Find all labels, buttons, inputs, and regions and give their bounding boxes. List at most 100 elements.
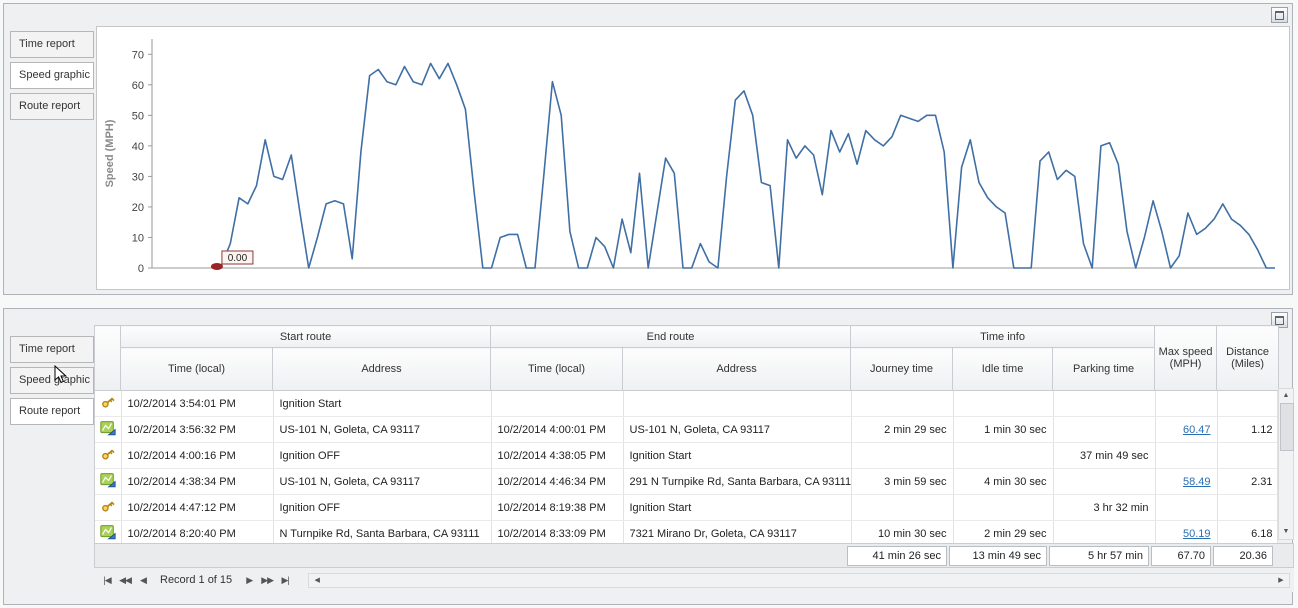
- max-speed-cell[interactable]: 50.19: [1155, 520, 1218, 543]
- grid-rows-viewport: 10/2/2014 3:54:01 PM Ignition Start 10/2/2…: [94, 391, 1278, 543]
- max-speed-link[interactable]: 60.47: [1182, 423, 1211, 436]
- scroll-left-icon[interactable]: ◀: [314, 577, 320, 584]
- end-time-cell: [491, 391, 624, 417]
- svg-text:50: 50: [132, 110, 144, 122]
- col-header-max-speed[interactable]: Max speed (MPH): [1154, 325, 1218, 391]
- end-address-cell: 291 N Turnpike Rd, Santa Barbara, CA 931…: [623, 468, 852, 495]
- col-header-distance[interactable]: Distance (Miles): [1216, 325, 1280, 391]
- distance-cell: 6.18: [1217, 520, 1277, 543]
- svg-text:0: 0: [138, 263, 144, 275]
- end-address-cell: [623, 391, 852, 417]
- table-row[interactable]: 10/2/2014 4:38:34 PM US-101 N, Goleta, CA…: [95, 468, 1277, 495]
- col-header-parking-time[interactable]: Parking time: [1052, 347, 1156, 391]
- grid-header: Start route End route Time info Max spee…: [94, 325, 1280, 391]
- group-header-time-info[interactable]: Time info: [850, 325, 1156, 348]
- start-time-cell: 10/2/2014 4:47:12 PM: [121, 494, 274, 521]
- parking-time-cell: [1053, 391, 1156, 417]
- svg-text:70: 70: [132, 49, 144, 61]
- vertical-scrollbar-thumb[interactable]: [1280, 403, 1294, 451]
- max-speed-cell[interactable]: 60.47: [1155, 416, 1218, 443]
- col-header-end-time[interactable]: Time (local): [490, 347, 624, 391]
- route-icon: [100, 421, 116, 436]
- start-address-cell: Ignition Start: [273, 391, 492, 417]
- tab-route-report[interactable]: Route report: [10, 398, 94, 425]
- table-row[interactable]: 10/2/2014 4:47:12 PM Ignition OFF 10/2/201…: [95, 494, 1277, 521]
- table-row[interactable]: 10/2/2014 8:20:40 PM N Turnpike Rd, Santa…: [95, 520, 1277, 543]
- end-address-cell: 7321 Mirano Dr, Goleta, CA 93117: [623, 520, 852, 543]
- maximize-button[interactable]: [1271, 312, 1288, 328]
- col-header-end-address[interactable]: Address: [622, 347, 852, 391]
- tab-speed-graphic[interactable]: Speed graphic: [10, 62, 94, 89]
- end-address-cell: US-101 N, Goleta, CA 93117: [623, 416, 852, 443]
- next-page-button[interactable]: ▶▶: [261, 575, 274, 585]
- max-speed-cell: [1155, 391, 1218, 417]
- route-icon-cell: [95, 468, 122, 495]
- row-icon-column-header: [94, 325, 121, 391]
- vertical-scrollbar[interactable]: ▲ ▼: [1278, 388, 1294, 540]
- group-header-end-route[interactable]: End route: [490, 325, 852, 348]
- table-row[interactable]: 10/2/2014 4:00:16 PM Ignition OFF 10/2/201…: [95, 442, 1277, 469]
- idle-time-cell: 1 min 30 sec: [953, 416, 1054, 443]
- maximize-icon: [1275, 315, 1284, 325]
- start-address-cell: US-101 N, Goleta, CA 93117: [273, 468, 492, 495]
- col-header-idle-time[interactable]: Idle time: [952, 347, 1054, 391]
- parking-time-cell: 3 hr 32 min: [1053, 494, 1156, 521]
- svg-text:40: 40: [132, 141, 144, 153]
- summary-journey-time: 41 min 26 sec: [847, 545, 947, 566]
- tab-time-report[interactable]: Time report: [10, 336, 94, 363]
- start-address-cell: Ignition OFF: [273, 442, 492, 469]
- grid-rows: 10/2/2014 3:54:01 PM Ignition Start 10/2/2…: [95, 391, 1277, 543]
- scroll-down-icon[interactable]: ▼: [1282, 528, 1290, 535]
- last-record-button[interactable]: ▶|: [281, 575, 290, 585]
- route-icon: [100, 525, 116, 540]
- speed-graphic-panel: Time report Speed graphic Route report 0…: [3, 3, 1293, 295]
- end-time-cell: 10/2/2014 8:33:09 PM: [491, 520, 624, 543]
- max-speed-cell: [1155, 494, 1218, 521]
- record-counter: Record 1 of 15: [160, 574, 233, 586]
- scroll-up-icon[interactable]: ▲: [1282, 392, 1290, 399]
- journey-time-cell: 10 min 30 sec: [851, 520, 954, 543]
- tab-route-report[interactable]: Route report: [10, 93, 94, 120]
- start-time-cell: 10/2/2014 8:20:40 PM: [121, 520, 274, 543]
- journey-time-cell: [851, 391, 954, 417]
- record-navigator: |◀ ◀◀ ◀ Record 1 of 15 ▶ ▶▶ ▶| ◀ ▶: [94, 568, 1294, 592]
- col-header-start-time[interactable]: Time (local): [120, 347, 273, 391]
- table-row[interactable]: 10/2/2014 3:54:01 PM Ignition Start: [95, 391, 1277, 417]
- table-row[interactable]: 10/2/2014 3:56:32 PM US-101 N, Goleta, CA…: [95, 416, 1277, 443]
- prev-record-button[interactable]: ◀: [140, 575, 147, 585]
- svg-text:0.00: 0.00: [228, 253, 248, 264]
- maximize-button[interactable]: [1271, 7, 1288, 23]
- maximize-icon: [1275, 10, 1284, 20]
- max-speed-link[interactable]: 58.49: [1182, 475, 1211, 488]
- summary-idle-time: 13 min 49 sec: [949, 545, 1047, 566]
- tab-time-report[interactable]: Time report: [10, 31, 94, 58]
- idle-time-cell: [953, 494, 1054, 521]
- key-icon-cell: [95, 442, 122, 469]
- group-header-start-route[interactable]: Start route: [119, 325, 492, 348]
- first-record-button[interactable]: |◀: [103, 575, 111, 585]
- summary-parking-time: 5 hr 57 min: [1049, 545, 1149, 566]
- journey-time-cell: 3 min 59 sec: [851, 468, 954, 495]
- max-speed-link[interactable]: 50.19: [1182, 527, 1211, 540]
- end-time-cell: 10/2/2014 4:46:34 PM: [491, 468, 624, 495]
- tab-speed-graphic[interactable]: Speed graphic: [10, 367, 94, 394]
- horizontal-scrollbar[interactable]: ◀ ▶: [308, 572, 1290, 588]
- idle-time-cell: 4 min 30 sec: [953, 468, 1054, 495]
- next-record-button[interactable]: ▶: [246, 575, 253, 585]
- report-tabs-bottom: Time report Speed graphic Route report: [10, 336, 94, 429]
- end-time-cell: 10/2/2014 4:38:05 PM: [491, 442, 624, 469]
- svg-text:60: 60: [132, 80, 144, 92]
- col-header-start-address[interactable]: Address: [271, 347, 492, 391]
- col-header-journey-time[interactable]: Journey time: [850, 347, 954, 391]
- start-address-cell: US-101 N, Goleta, CA 93117: [273, 416, 492, 443]
- route-icon-cell: [95, 520, 122, 543]
- parking-time-cell: [1053, 416, 1156, 443]
- scroll-right-icon[interactable]: ▶: [1278, 577, 1284, 584]
- distance-cell: 2.31: [1217, 468, 1277, 495]
- max-speed-cell[interactable]: 58.49: [1155, 468, 1218, 495]
- distance-cell: 1.12: [1217, 416, 1277, 443]
- prev-page-button[interactable]: ◀◀: [119, 575, 132, 585]
- horizontal-scrollbar-track[interactable]: [325, 574, 1273, 587]
- summary-max-speed: 67.70: [1151, 545, 1211, 566]
- start-time-cell: 10/2/2014 4:00:16 PM: [121, 442, 274, 469]
